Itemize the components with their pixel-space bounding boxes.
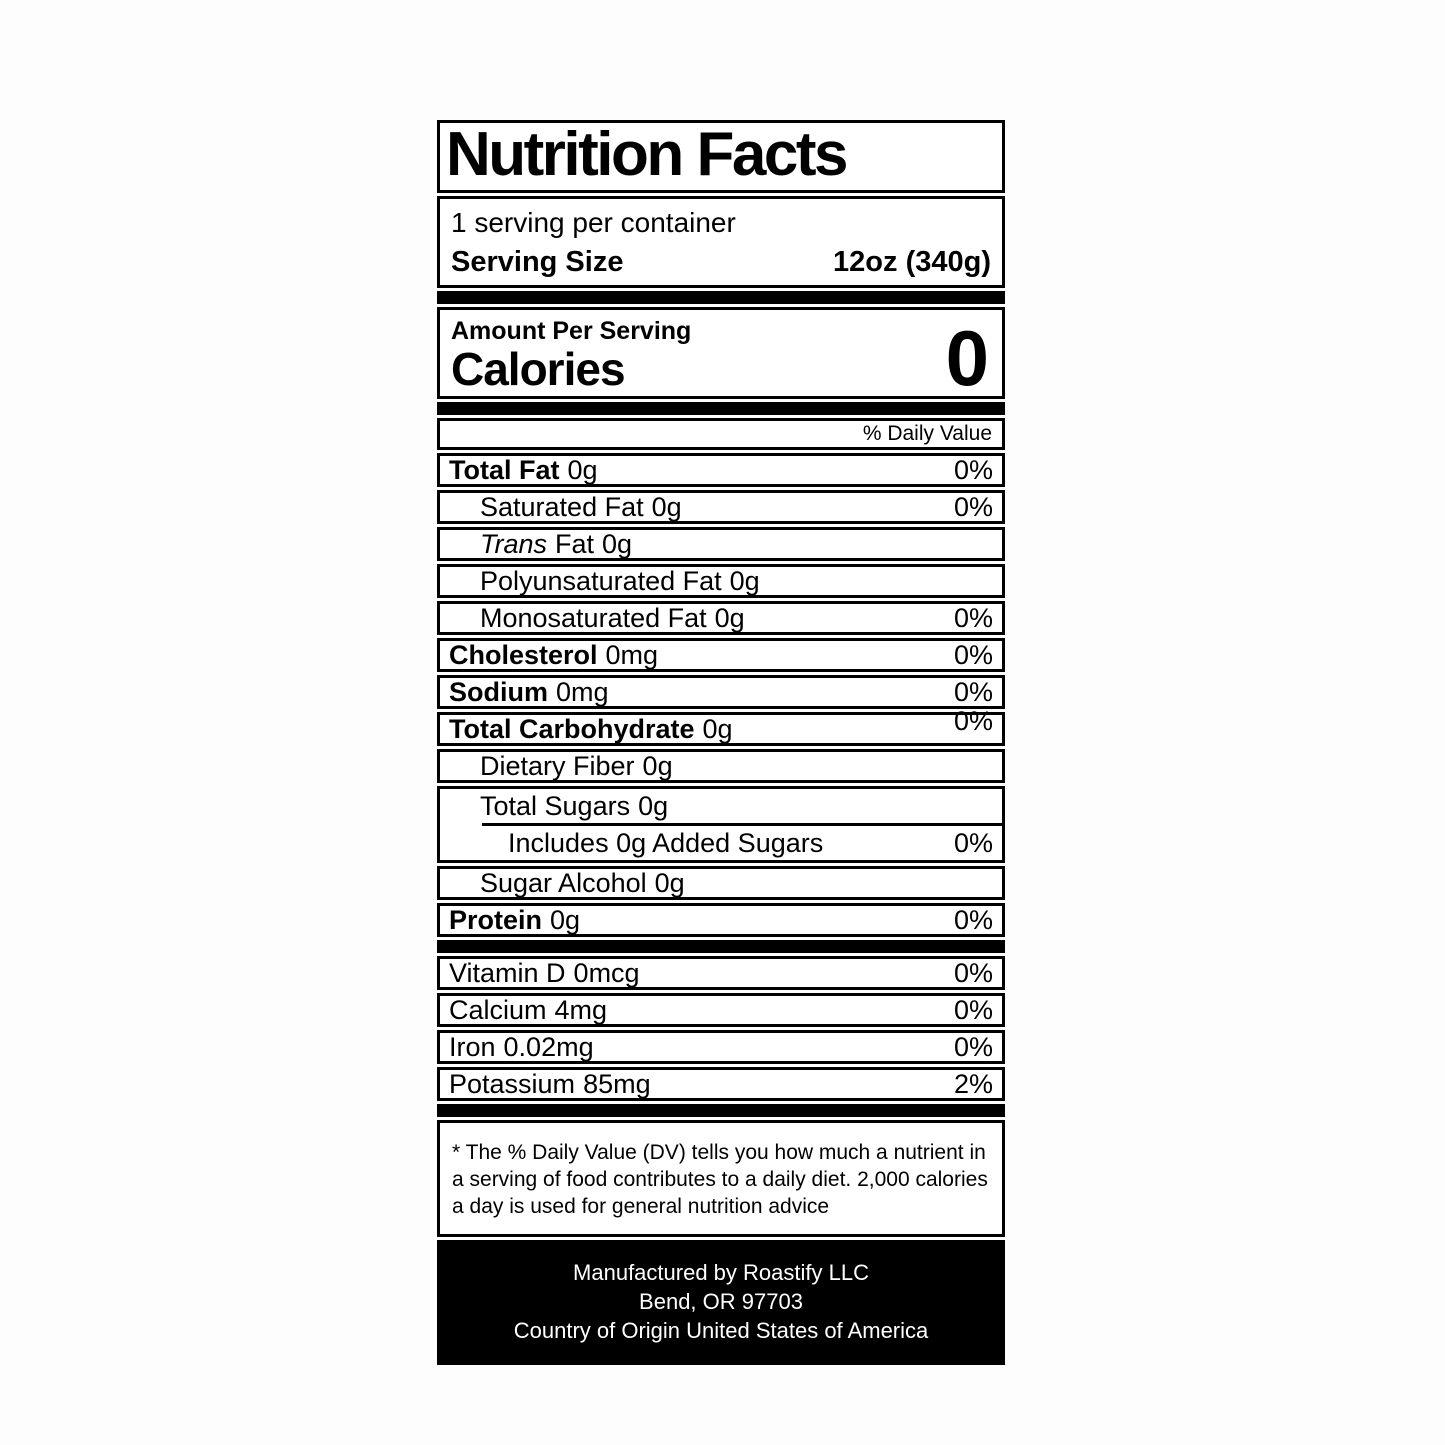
nutrient-dv: 0% <box>953 904 993 935</box>
vitamin-dv: 0% <box>953 994 993 1025</box>
amount-per-serving-label: Amount Per Serving <box>451 317 692 345</box>
vitamin-name: Potassium 85mg <box>449 1068 651 1099</box>
footer-line-address: Bend, OR 97703 <box>639 1289 803 1314</box>
footer-line-manufacturer: Manufactured by Roastify LLC <box>573 1260 869 1285</box>
nutrient-row-total-sugars: Total Sugars 0g <box>440 789 1002 823</box>
vitamin-row-iron: Iron 0.02mg 0% <box>437 1030 1005 1064</box>
sugars-group-box: Total Sugars 0g Includes 0g Added Sugars … <box>437 786 1005 863</box>
serving-size-value: 12oz (340g) <box>833 246 991 278</box>
nutrient-row-monosaturated-fat: Monosaturated Fat 0g 0% <box>437 601 1005 635</box>
nutrient-row-sodium: Sodium 0mg 0% <box>437 675 1005 709</box>
nutrient-name: Polyunsaturated Fat 0g <box>480 565 760 596</box>
vitamin-row-vitamin-d: Vitamin D 0mcg 0% <box>437 956 1005 990</box>
nutrient-name: Sodium 0mg <box>449 676 609 707</box>
divider-bar <box>437 291 1005 304</box>
nutrient-name: Dietary Fiber 0g <box>480 750 673 781</box>
nutrient-row-protein: Protein 0g 0% <box>437 903 1005 937</box>
nutrient-dv: 0% <box>953 676 993 707</box>
footnote-line: a day is used for general nutrition advi… <box>452 1195 830 1218</box>
nutrient-dv: 0% <box>953 827 993 858</box>
nutrient-row-sugar-alcohol: Sugar Alcohol 0g <box>437 866 1005 900</box>
vitamin-dv: 0% <box>953 1031 993 1062</box>
footnote-line: * The % Daily Value (DV) tells you how m… <box>452 1141 986 1164</box>
nutrition-facts-label: Nutrition Facts 1 serving per container … <box>437 120 1005 1365</box>
nutrient-name: Protein 0g <box>449 904 581 935</box>
divider-bar <box>437 940 1005 953</box>
nutrient-name: Cholesterol 0mg <box>449 639 659 670</box>
nutrient-dv: 0% <box>953 705 993 736</box>
daily-value-header-row: % Daily Value <box>437 418 1005 450</box>
footer-line-origin: Country of Origin United States of Ameri… <box>513 1318 929 1343</box>
serving-size-row: Serving Size 12oz (340g) <box>451 246 991 279</box>
nutrient-row-dietary-fiber: Dietary Fiber 0g <box>437 749 1005 783</box>
nutrient-name: Total Fat 0g <box>449 454 598 485</box>
nutrient-dv: 0% <box>953 602 993 633</box>
nutrient-name: Monosaturated Fat 0g <box>480 602 745 633</box>
nutrient-row-total-fat: Total Fat 0g 0% <box>437 453 1005 487</box>
manufacturer-footer: Manufactured by Roastify LLC Bend, OR 97… <box>437 1240 1005 1365</box>
nutrient-row-saturated-fat: Saturated Fat 0g 0% <box>437 490 1005 524</box>
nutrient-name: Includes 0g Added Sugars <box>508 827 824 858</box>
nutrient-name: Trans Fat 0g <box>480 528 633 559</box>
nutrient-row-total-carbohydrate: Total Carbohydrate 0g 0% <box>437 706 1005 746</box>
vitamin-row-potassium: Potassium 85mg 2% <box>437 1067 1005 1101</box>
nutrient-dv: 0% <box>953 491 993 522</box>
nutrient-name: Total Carbohydrate 0g <box>449 713 733 744</box>
nutrient-row-polyunsaturated-fat: Polyunsaturated Fat 0g <box>437 564 1005 598</box>
vitamin-dv: 0% <box>953 957 993 988</box>
calories-label: Calories <box>451 343 626 395</box>
vitamin-name: Calcium 4mg <box>449 994 608 1025</box>
calories-box: Amount Per Serving Calories 0 <box>437 307 1005 399</box>
vitamin-name: Iron 0.02mg <box>449 1031 594 1062</box>
indented-divider <box>482 823 1002 826</box>
servings-per-container: 1 serving per container <box>451 207 736 238</box>
nutrient-dv: 0% <box>953 639 993 670</box>
footnote-box: * The % Daily Value (DV) tells you how m… <box>437 1120 1005 1237</box>
nutrient-name: Saturated Fat 0g <box>480 491 682 522</box>
serving-box: 1 serving per container Serving Size 12o… <box>437 196 1005 288</box>
label-title: Nutrition Facts <box>446 120 848 189</box>
nutrient-name: Sugar Alcohol 0g <box>480 867 685 898</box>
vitamin-dv: 2% <box>953 1068 993 1099</box>
nutrient-row-added-sugars: Includes 0g Added Sugars 0% <box>440 826 1002 860</box>
vitamin-name: Vitamin D 0mcg <box>449 957 640 988</box>
divider-bar <box>437 402 1005 415</box>
daily-value-header: % Daily Value <box>862 422 992 445</box>
nutrient-row-cholesterol: Cholesterol 0mg 0% <box>437 638 1005 672</box>
nutrient-name: Total Sugars 0g <box>480 790 669 821</box>
title-box: Nutrition Facts <box>437 120 1005 193</box>
nutrient-row-trans-fat: Trans Fat 0g <box>437 527 1005 561</box>
vitamin-row-calcium: Calcium 4mg 0% <box>437 993 1005 1027</box>
calories-value: 0 <box>945 313 989 402</box>
divider-bar <box>437 1104 1005 1117</box>
serving-size-label: Serving Size <box>451 246 624 278</box>
footnote-line: a serving of food contributes to a daily… <box>452 1168 988 1191</box>
nutrient-dv: 0% <box>953 454 993 485</box>
